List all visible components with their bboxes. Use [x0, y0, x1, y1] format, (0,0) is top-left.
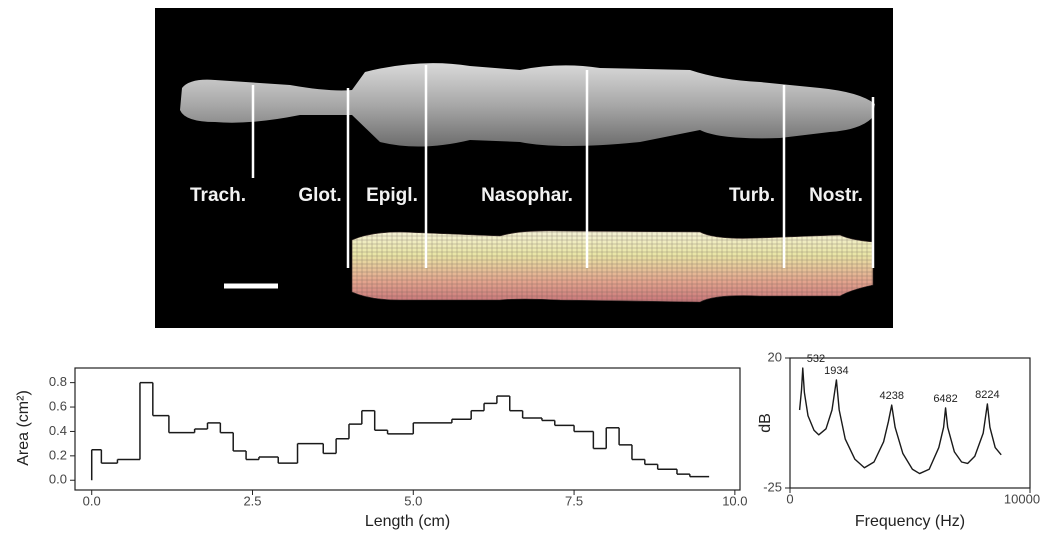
y-axis-label: Area (cm²)	[15, 390, 32, 466]
tract-specimen	[180, 63, 875, 147]
region-label: Glot.	[298, 185, 341, 206]
x-tick-label: 0	[786, 491, 793, 506]
peak-label: 1934	[824, 365, 848, 377]
plot-frame	[789, 357, 1031, 489]
plot-frame	[74, 367, 741, 491]
x-tick-label: 5.0	[404, 493, 422, 508]
y-tick-label: 0.8	[49, 374, 67, 389]
spectrum-line	[798, 367, 1002, 475]
y-axis-label: dB	[757, 413, 774, 433]
y-tick-label: 20	[768, 349, 782, 364]
x-tick-label: 2.5	[243, 493, 261, 508]
x-axis-label: Length (cm)	[365, 513, 450, 530]
y-tick-label: -25	[763, 479, 782, 494]
x-axis-label: Frequency (Hz)	[855, 513, 965, 530]
region-label: Trach.	[190, 185, 246, 206]
peak-label: 4238	[879, 390, 903, 402]
y-tick-label: 0.6	[49, 398, 67, 413]
specimen-panel: Trach. Glot. Epigl. Nasophar. Turb. Nostr.	[155, 8, 893, 328]
region-label: Nasophar.	[481, 185, 573, 206]
region-label: Turb.	[729, 185, 775, 206]
y-tick-label: 0.0	[49, 472, 67, 487]
x-tick-label: 10000	[1004, 491, 1040, 506]
peak-label: 532	[807, 353, 825, 365]
x-tick-label: 10.0	[722, 493, 747, 508]
region-label: Nostr.	[809, 185, 863, 206]
tube-model	[352, 230, 873, 302]
region-markers	[251, 65, 875, 268]
x-tick-label: 0.0	[83, 493, 101, 508]
y-tick-label: 0.4	[49, 423, 67, 438]
peak-label: 6482	[933, 393, 957, 405]
y-tick-label: 0.2	[49, 447, 67, 462]
region-label: Epigl.	[366, 185, 418, 206]
peak-label: 8224	[975, 389, 999, 401]
x-tick-label: 7.5	[565, 493, 583, 508]
